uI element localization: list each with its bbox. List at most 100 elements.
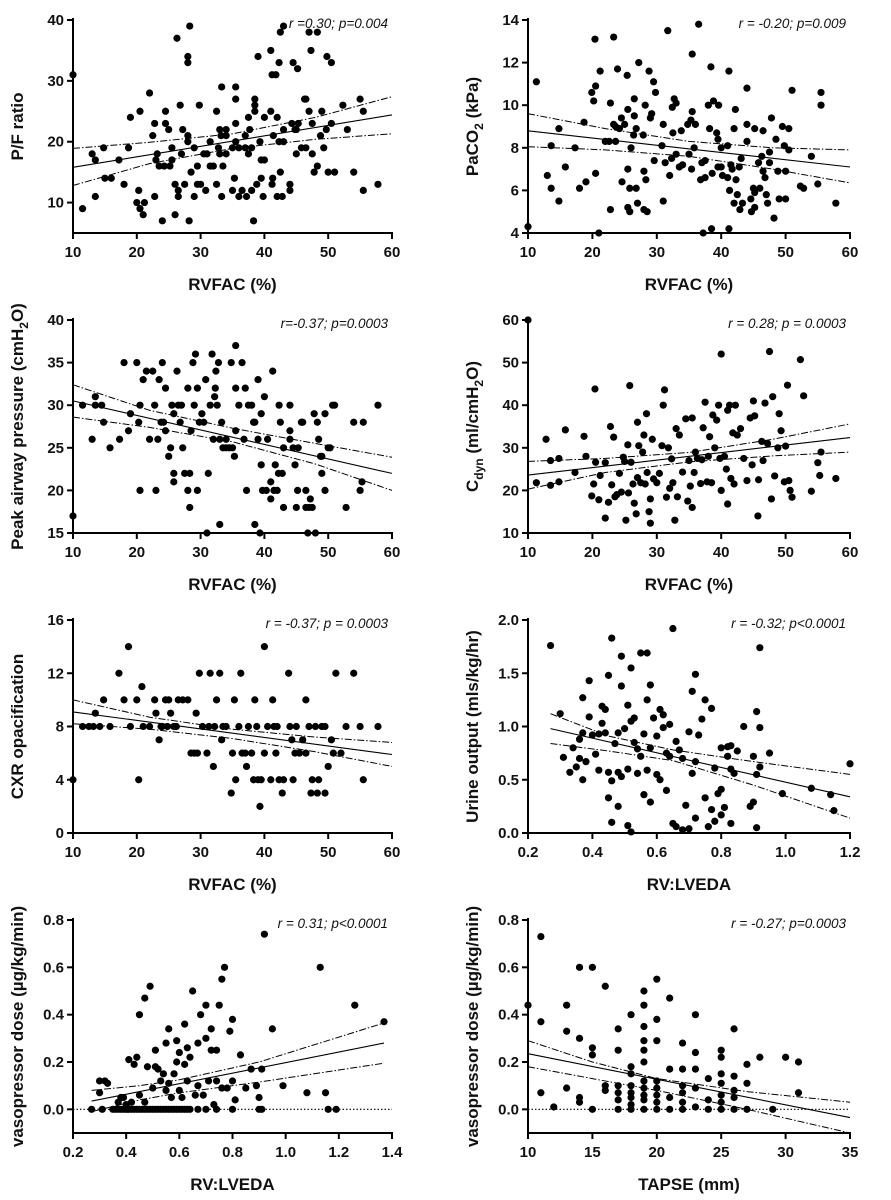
data-point <box>653 975 661 983</box>
data-point <box>69 776 77 784</box>
data-point <box>730 1025 738 1033</box>
data-point <box>330 401 339 409</box>
data-point <box>151 696 159 704</box>
data-point <box>289 776 297 784</box>
data-point <box>727 742 735 750</box>
data-point <box>380 1018 388 1026</box>
y-axis-title-part: 2 <box>472 380 486 387</box>
data-point <box>588 963 596 971</box>
data-point <box>751 412 759 420</box>
y-tick-label: 6 <box>511 182 519 199</box>
data-point <box>106 444 114 452</box>
data-point <box>714 135 722 143</box>
data-point <box>614 1046 622 1054</box>
data-point <box>579 776 587 784</box>
data-point <box>248 749 256 757</box>
data-point <box>653 479 661 487</box>
data-point <box>608 634 616 642</box>
data-point <box>563 1027 571 1035</box>
y-tick-label: 4 <box>511 225 520 242</box>
data-point <box>730 1105 738 1113</box>
data-point <box>251 520 259 529</box>
data-point <box>173 367 181 375</box>
data-point <box>251 107 259 115</box>
data-point <box>658 442 666 450</box>
data-point <box>299 736 307 744</box>
data-point <box>604 768 613 776</box>
y-tick-label: 0.8 <box>498 912 519 929</box>
data-point <box>216 150 224 158</box>
ci-upper-line <box>550 713 851 775</box>
data-point <box>765 749 774 757</box>
data-point <box>678 1065 687 1073</box>
data-point <box>321 722 329 731</box>
data-point <box>184 138 192 146</box>
data-point <box>730 125 738 133</box>
data-point <box>154 435 162 443</box>
data-point <box>191 1091 199 1099</box>
data-point <box>673 493 682 501</box>
data-point <box>724 174 732 182</box>
data-point <box>682 415 690 423</box>
data-point <box>197 1011 205 1019</box>
data-point <box>326 444 334 452</box>
data-point <box>306 495 314 503</box>
data-point <box>695 20 703 28</box>
data-point <box>95 1089 104 1097</box>
x-tick-label: 10 <box>65 244 82 261</box>
data-point <box>91 393 99 401</box>
data-point <box>778 122 786 131</box>
data-point <box>669 624 677 633</box>
data-point <box>175 1048 183 1057</box>
data-point <box>653 1037 661 1045</box>
data-point <box>211 384 219 392</box>
data-point <box>162 1086 170 1094</box>
data-point <box>302 749 310 757</box>
y-tick-label: 40 <box>502 397 519 414</box>
data-point <box>207 1025 215 1033</box>
data-point <box>736 425 745 433</box>
data-point <box>179 125 187 134</box>
data-point <box>561 426 569 434</box>
data-point <box>202 1034 210 1042</box>
data-point <box>248 401 256 409</box>
data-point <box>321 1089 330 1097</box>
y-tick-label: 50 <box>502 355 519 372</box>
data-point <box>633 418 642 426</box>
data-point <box>730 1093 738 1102</box>
data-point <box>69 71 77 79</box>
data-point <box>782 1053 790 1061</box>
data-point <box>720 803 729 812</box>
data-point <box>91 156 99 164</box>
x-tick-label: 60 <box>384 844 401 861</box>
data-point <box>569 744 577 752</box>
data-point <box>640 1077 648 1085</box>
data-point <box>633 474 642 482</box>
data-point <box>194 1039 202 1047</box>
data-point <box>691 670 700 678</box>
data-point <box>704 101 712 109</box>
data-point <box>273 722 281 731</box>
data-point <box>720 452 729 460</box>
data-point <box>624 821 632 830</box>
y-tick-label: 16 <box>47 612 64 629</box>
data-point <box>311 529 320 537</box>
data-point <box>189 987 197 995</box>
data-point <box>675 746 683 754</box>
data-point <box>278 789 286 797</box>
data-point <box>617 114 625 122</box>
data-point <box>563 1084 571 1092</box>
data-point <box>313 789 321 797</box>
data-point <box>651 88 660 97</box>
data-point <box>141 1098 149 1106</box>
data-point <box>640 1096 648 1104</box>
data-point <box>624 105 632 114</box>
data-point <box>666 720 674 728</box>
data-point <box>624 489 633 497</box>
data-point <box>96 722 104 731</box>
data-point <box>252 1082 261 1090</box>
data-point <box>218 975 226 983</box>
data-point <box>174 192 182 201</box>
data-point <box>709 97 718 105</box>
data-point <box>685 456 693 465</box>
